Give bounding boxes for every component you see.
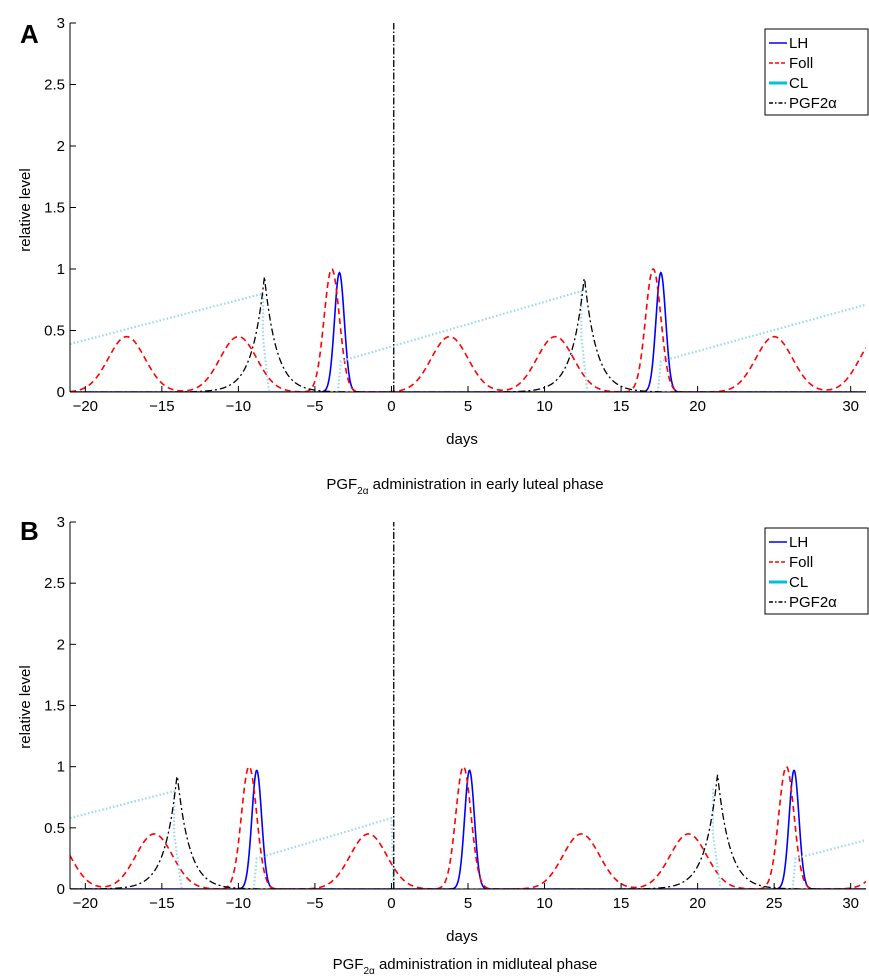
panel-a-x-tick-label: 15 <box>613 398 630 415</box>
panel-b-x-tick-label: 25 <box>766 895 783 912</box>
panel-b-y-tick-label: 0.5 <box>44 820 65 837</box>
panel-b-y-tick-label: 2.5 <box>44 575 65 592</box>
panel-a-caption: PGF2α administration in early luteal pha… <box>326 476 603 497</box>
panel-b-legend-label-cl: CL <box>789 574 808 591</box>
panel-a-y-tick-label: 0.5 <box>44 323 65 340</box>
panel-a-series-cl-segment-1 <box>336 289 589 392</box>
panel-a-x-tick-label: −5 <box>306 398 323 415</box>
panel-b-y-tick-label: 2 <box>57 636 65 653</box>
panel-b-caption-subscript: 2α <box>363 966 375 977</box>
panel-b-y-tick-label: 1 <box>57 759 65 776</box>
panel-a-y-tick-label: 2.5 <box>44 77 65 94</box>
panel-b-series-cl-segment-1 <box>252 816 395 889</box>
panel-b-x-tick-label: 15 <box>613 895 630 912</box>
panel-b-series-pgf2-line <box>70 774 866 889</box>
panel-b-x-tick-label: −15 <box>149 895 174 912</box>
panel-b-x-tick-label: 10 <box>536 895 553 912</box>
panel-b-letter: B <box>20 516 39 546</box>
panel-a-x-tick-label: −15 <box>149 398 174 415</box>
panel-b-x-tick-label: −5 <box>306 895 323 912</box>
panel-a-series-foll-line <box>70 268 866 392</box>
panel-b-caption-prefix: PGF <box>333 956 364 973</box>
panel-b-legend-label-foll: Foll <box>789 554 813 571</box>
panel-b-x-tick-label: 5 <box>464 895 472 912</box>
panel-b-legend-label-lh: LH <box>789 534 808 551</box>
panel-b-series-lh-line <box>70 769 866 889</box>
panel-b-x-tick-label: −20 <box>73 895 98 912</box>
panel-b-y-tick-label: 3 <box>57 514 65 531</box>
panel-b-x-tick-label: 0 <box>387 895 395 912</box>
panel-b-legend-label-pgf2: PGF2α <box>789 594 837 611</box>
panel-b-x-axis-label: days <box>446 928 478 945</box>
panel-a-legend-label-pgf2: PGF2α <box>789 95 837 112</box>
panel-a-caption-suffix: administration in early luteal phase <box>369 476 604 493</box>
panel-a-x-tick-label: 5 <box>464 398 472 415</box>
panel-a-y-tick-label: 3 <box>57 15 65 32</box>
panel-b-series-cl-segment-0 <box>70 789 183 889</box>
panel-b-series-cl-segment-2 <box>711 788 722 889</box>
panel-a-x-tick-label: 0 <box>387 398 395 415</box>
panel-a-y-axis-label: relative level <box>17 168 34 251</box>
panel-b-series-cl-segment-3 <box>791 839 866 889</box>
panel-b-x-tick-label: 20 <box>689 895 706 912</box>
panel-b-chart: B −20 −15 −10 −5 0 5 10 15 20 25 30 0 0.5 1 1.5 2 2.5 3 d… <box>17 514 869 977</box>
panel-a-series-cl-segment-2 <box>656 303 866 392</box>
panel-a-legend-label-foll: Foll <box>789 55 813 72</box>
panel-a-legend-label-cl: CL <box>789 75 808 92</box>
panel-b-y-tick-label: 0 <box>57 881 65 898</box>
panel-a-x-tick-label: 10 <box>536 398 553 415</box>
panel-a-legend-label-lh: LH <box>789 35 808 52</box>
panel-a-y-tick-label: 2 <box>57 138 65 155</box>
panel-b-y-tick-label: 1.5 <box>44 698 65 715</box>
panel-a-x-tick-label: 20 <box>689 398 706 415</box>
panel-a-series-cl-segment-0 <box>70 292 271 392</box>
panel-b-x-tick-label: 30 <box>842 895 859 912</box>
panel-a-y-tick-label: 1.5 <box>44 200 65 217</box>
panel-a-y-tick-label: 1 <box>57 261 65 278</box>
panel-a-letter: A <box>20 19 39 49</box>
panel-b-caption: PGF2α administration in midluteal phase <box>333 956 598 977</box>
panel-a-x-tick-label: −10 <box>226 398 251 415</box>
panel-b-caption-suffix: administration in midluteal phase <box>375 956 598 973</box>
panel-a-chart: A −20 −15 −10 −5 0 5 10 15 20 30 0 0.5 1 1.5 2 2.5 3 day… <box>17 15 869 497</box>
panel-a-caption-prefix: PGF <box>326 476 357 493</box>
panel-a-x-axis-label: days <box>446 431 478 448</box>
panel-a-y-tick-label: 0 <box>57 384 65 401</box>
panel-b-y-axis-label: relative level <box>17 665 34 748</box>
panel-b-x-tick-label: −10 <box>226 895 251 912</box>
panel-a-caption-subscript: 2α <box>357 486 369 497</box>
panel-b-series-foll-line <box>70 765 866 889</box>
panel-a-x-tick-label: 30 <box>842 398 859 415</box>
panel-a-x-tick-label: −20 <box>73 398 98 415</box>
